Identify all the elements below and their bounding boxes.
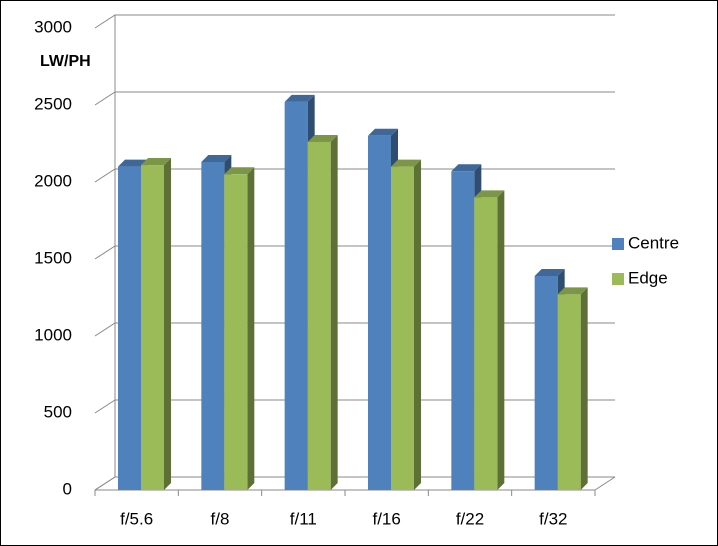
- bar-side: [247, 167, 255, 491]
- y-axis-label: LW/PH: [40, 53, 91, 70]
- legend-swatch: [612, 273, 624, 285]
- bar: [284, 101, 308, 491]
- grid-line: [94, 476, 615, 491]
- bar: [391, 166, 414, 490]
- bar: [368, 135, 391, 491]
- bar-side: [330, 134, 338, 490]
- x-tick-label: f/5.6: [120, 509, 153, 528]
- bar-top: [141, 158, 171, 166]
- bar-top: [474, 190, 505, 198]
- bar-top: [118, 159, 148, 167]
- bar-side: [580, 287, 588, 490]
- bar-top: [307, 134, 338, 142]
- x-tick-label: f/32: [539, 509, 567, 528]
- bar: [307, 141, 331, 490]
- grid-line: [94, 245, 615, 260]
- bar: [451, 171, 475, 490]
- bar: [474, 197, 498, 490]
- legend-label: Edge: [628, 268, 668, 287]
- bar-top: [201, 154, 232, 162]
- bar-top: [391, 159, 421, 167]
- grid-line: [94, 399, 615, 414]
- bar-side: [164, 158, 171, 490]
- bar-top: [368, 128, 398, 136]
- grid-line: [94, 14, 615, 29]
- legend-label: Centre: [628, 233, 679, 252]
- bar-top: [451, 164, 482, 172]
- bar-side: [497, 190, 505, 490]
- bar-top: [557, 287, 588, 295]
- x-tick-label: f/11: [290, 509, 317, 528]
- x-tick-label: f/8: [211, 509, 230, 528]
- bar: [224, 174, 248, 491]
- bar: [141, 165, 164, 490]
- bar: [118, 166, 141, 490]
- y-tick-label: 1500: [34, 248, 72, 267]
- bar-top: [534, 268, 565, 276]
- bar-top: [224, 167, 255, 175]
- y-tick-label: 500: [44, 402, 72, 421]
- bar: [534, 275, 558, 490]
- x-tick-label: f/16: [372, 509, 400, 528]
- legend-swatch: [612, 238, 624, 250]
- axis-line: [594, 476, 616, 491]
- bar-top: [284, 94, 315, 102]
- bar-side: [414, 159, 421, 490]
- grid-line: [94, 91, 615, 106]
- bar: [201, 161, 225, 491]
- grid-line: [94, 322, 615, 337]
- y-tick-label: 1000: [34, 325, 72, 344]
- bar: [557, 294, 581, 490]
- y-tick-label: 0: [63, 479, 72, 498]
- grid-line: [94, 168, 615, 183]
- y-tick-label: 2500: [34, 94, 72, 113]
- y-tick-label: 3000: [34, 17, 72, 36]
- x-tick-label: f/22: [456, 509, 484, 528]
- y-tick-label: 2000: [34, 171, 72, 190]
